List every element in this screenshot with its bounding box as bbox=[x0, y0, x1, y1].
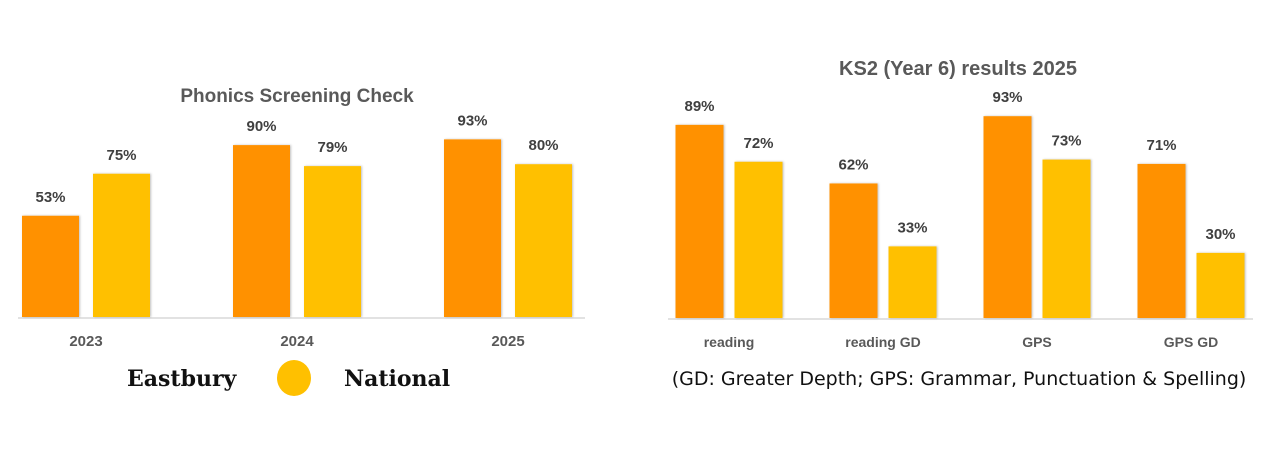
ks2-chart: KS2 (Year 6) results 2025 89% 72% 62% 33% 93… bbox=[668, 58, 1253, 350]
phonics-bars bbox=[22, 139, 572, 317]
legend-eastbury-label: Eastbury bbox=[127, 366, 238, 392]
ks2-bar-national-reading bbox=[734, 161, 783, 318]
phonics-data-label-national-2023: 75% bbox=[106, 147, 136, 164]
phonics-bar-eastbury-2024 bbox=[233, 145, 290, 317]
phonics-bar-national-2023 bbox=[93, 173, 150, 317]
legend-national-marker-icon bbox=[277, 360, 311, 396]
phonics-data-label-national-2025: 80% bbox=[528, 137, 558, 154]
ks2-bar-national-gps bbox=[1042, 159, 1091, 318]
phonics-bar-national-2024 bbox=[304, 166, 361, 317]
ks2-bar-eastbury-gps bbox=[983, 116, 1032, 318]
phonics-data-label-national-2024: 79% bbox=[317, 139, 347, 156]
phonics-data-label-eastbury-2024: 90% bbox=[246, 118, 276, 135]
ks2-data-label-national-reading: 72% bbox=[743, 135, 773, 152]
phonics-bar-national-2025 bbox=[515, 164, 572, 317]
ks2-data-label-eastbury-gps: 93% bbox=[992, 89, 1022, 106]
phonics-x-tick-2023: 2023 bbox=[69, 333, 102, 350]
ks2-x-tick-gps-gd: GPS GD bbox=[1164, 334, 1218, 350]
phonics-data-label-eastbury-2025: 93% bbox=[457, 112, 487, 129]
ks2-data-label-eastbury-reading: 89% bbox=[684, 98, 714, 115]
phonics-x-tick-2024: 2024 bbox=[280, 333, 314, 350]
ks2-bar-national-reading-gd bbox=[888, 246, 937, 318]
ks2-data-label-national-reading-gd: 33% bbox=[897, 219, 927, 236]
phonics-data-labels: 53% 75% 90% 79% 93% 80% bbox=[35, 112, 558, 205]
phonics-x-tick-2025: 2025 bbox=[491, 333, 524, 350]
phonics-x-ticks: 2023 2024 2025 bbox=[69, 333, 524, 350]
ks2-data-label-eastbury-reading-gd: 62% bbox=[838, 156, 868, 173]
ks2-bar-eastbury-gps-gd bbox=[1137, 163, 1186, 318]
ks2-bar-eastbury-reading bbox=[675, 124, 724, 319]
ks2-x-ticks: reading reading GD GPS GPS GD bbox=[704, 334, 1219, 350]
ks2-x-tick-gps: GPS bbox=[1022, 334, 1052, 350]
ks2-chart-title: KS2 (Year 6) results 2025 bbox=[839, 58, 1077, 80]
legend-national-label: National bbox=[344, 366, 450, 392]
ks2-bar-national-gps-gd bbox=[1196, 252, 1245, 318]
legend: Eastbury National bbox=[127, 360, 450, 396]
phonics-chart: Phonics Screening Check 53% 75% 90% 79% 93% 8… bbox=[18, 86, 585, 350]
ks2-bar-eastbury-reading-gd bbox=[829, 183, 878, 318]
ks2-data-labels: 89% 72% 62% 33% 93% 73% 71% 30% bbox=[684, 89, 1235, 243]
ks2-data-label-national-gps-gd: 30% bbox=[1205, 226, 1235, 243]
ks2-data-label-national-gps: 73% bbox=[1051, 133, 1081, 150]
ks2-data-label-eastbury-gps-gd: 71% bbox=[1146, 137, 1176, 154]
footnote: (GD: Greater Depth; GPS: Grammar, Punctu… bbox=[672, 368, 1247, 390]
phonics-data-label-eastbury-2023: 53% bbox=[35, 189, 65, 206]
ks2-x-tick-reading-gd: reading GD bbox=[845, 334, 920, 350]
ks2-bars bbox=[675, 116, 1245, 319]
phonics-bar-eastbury-2023 bbox=[22, 215, 79, 317]
ks2-x-tick-reading: reading bbox=[704, 334, 755, 350]
phonics-chart-title: Phonics Screening Check bbox=[180, 86, 414, 107]
phonics-bar-eastbury-2025 bbox=[444, 139, 501, 317]
